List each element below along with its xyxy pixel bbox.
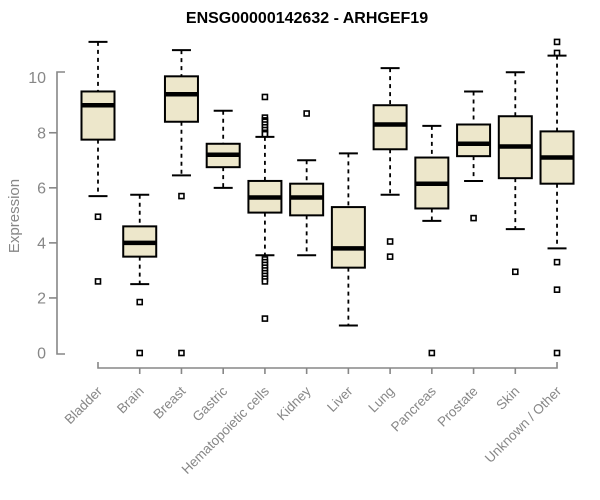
y-axis: 0 2 4 6 8 10	[28, 70, 65, 363]
boxplot-prostate	[456, 90, 492, 222]
outlier-point	[94, 278, 102, 285]
boxplot-gastric	[205, 109, 241, 189]
outlier-point	[553, 49, 561, 57]
x-category-label-unknown-other: Unknown / Other	[482, 383, 565, 466]
plot-area: 0 2 4 6 8 10 Bladder Brain Breast GastricHematopo…	[28, 38, 575, 477]
boxplot-skin	[497, 71, 533, 276]
boxplot-kidney	[289, 110, 325, 257]
iqr-box	[456, 123, 492, 158]
outlier-point	[553, 258, 561, 266]
boxplot-hematopoietic-cells	[247, 93, 283, 322]
outlier-point	[470, 214, 477, 222]
outlier-point	[511, 268, 519, 276]
outlier-point	[136, 349, 144, 357]
outlier-point	[94, 213, 102, 221]
x-category-label-prostate: Prostate	[435, 384, 481, 430]
x-category-label-lung: Lung	[365, 384, 397, 416]
x-category-label-brain: Brain	[114, 384, 147, 417]
outlier-point	[303, 110, 310, 117]
x-category-label-liver: Liver	[324, 383, 356, 415]
outlier-point	[261, 93, 269, 101]
outlier-point	[261, 278, 269, 285]
boxplot-lung	[372, 67, 408, 260]
y-axis-label: Expression	[6, 179, 23, 253]
boxplot-pancreas	[414, 124, 450, 357]
boxplot-bladder	[80, 40, 116, 285]
outlier-point	[136, 298, 144, 306]
outlier-point	[178, 349, 185, 357]
outlier-point	[386, 253, 394, 260]
x-category-label-bladder: Bladder	[62, 383, 106, 427]
iqr-box	[372, 104, 408, 151]
x-category-label-skin: Skin	[493, 384, 522, 413]
x-category-label-pancreas: Pancreas	[388, 383, 439, 434]
outlier-point	[386, 238, 394, 245]
outlier-point	[261, 315, 269, 322]
outlier-point	[428, 349, 436, 357]
y-tick-label: 0	[37, 346, 46, 363]
chart-title: ENSG00000142632 - ARHGEF19	[186, 10, 428, 27]
boxplot-unknown-other	[539, 38, 575, 357]
boxplot-breast	[163, 49, 199, 357]
boxplot-brain	[122, 193, 158, 357]
outlier-point	[553, 38, 561, 46]
x-category-label-gastric: Gastric	[189, 383, 230, 424]
y-tick-label: 6	[37, 180, 46, 197]
outlier-point	[553, 349, 561, 357]
iqr-box	[80, 90, 116, 141]
x-category-label-breast: Breast	[150, 383, 188, 421]
y-tick-label: 2	[37, 290, 46, 307]
x-category-label-kidney: Kidney	[274, 383, 314, 423]
iqr-box	[163, 75, 199, 123]
y-tick-label: 10	[28, 70, 46, 87]
y-tick-label: 4	[37, 235, 46, 252]
outlier-point	[553, 286, 561, 293]
outlier-point	[178, 192, 185, 200]
outlier-point	[261, 130, 269, 138]
boxplot-liver	[330, 152, 366, 327]
y-tick-label: 8	[37, 125, 46, 142]
iqr-box	[330, 206, 366, 269]
